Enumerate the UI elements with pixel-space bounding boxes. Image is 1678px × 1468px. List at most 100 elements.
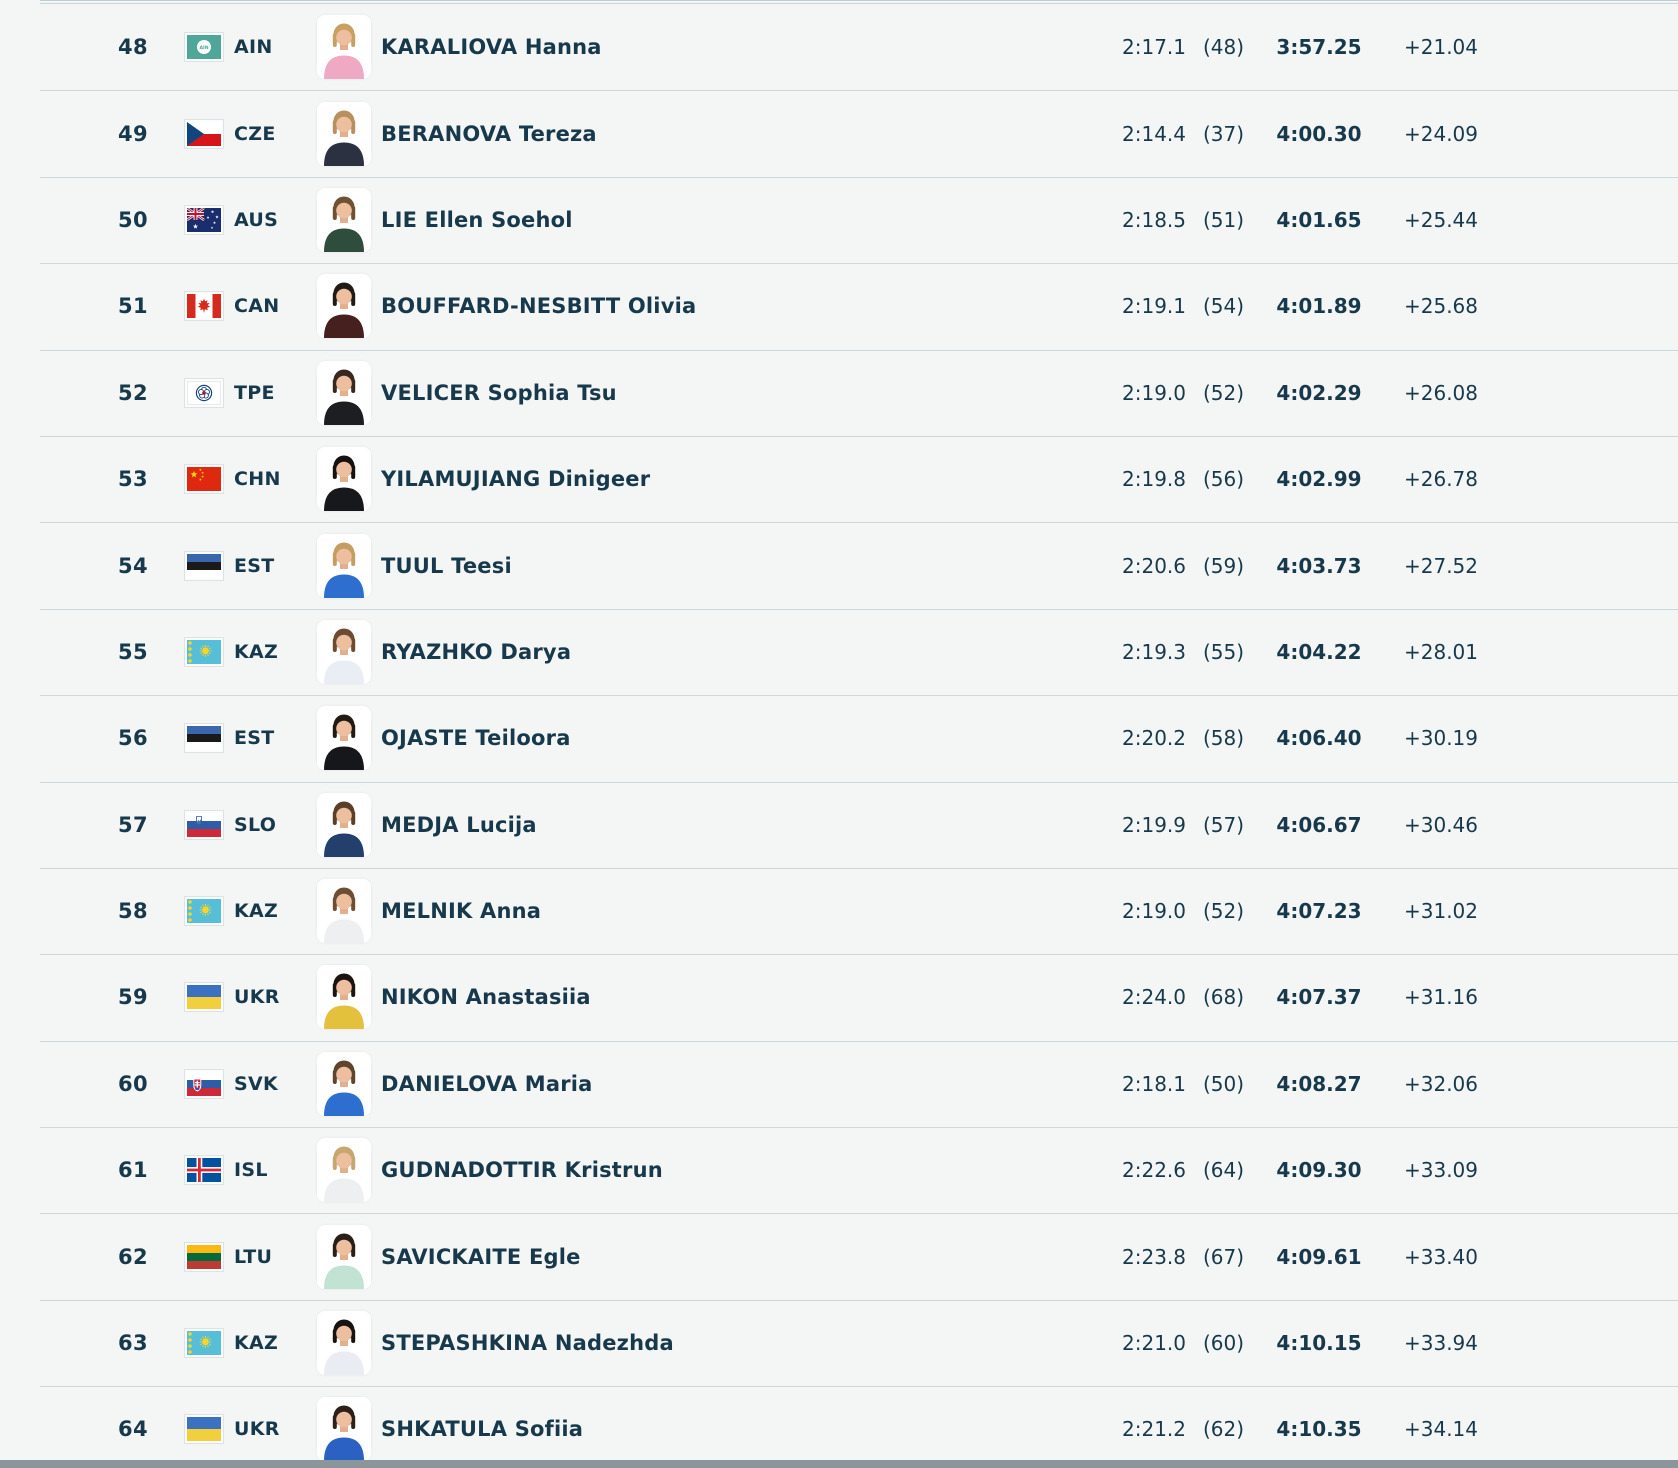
result-row[interactable]: 55 KAZ RYAZHKO Darya 2:19.3 (55) 4:04.22… — [0, 608, 1678, 695]
country-code: KAZ — [234, 640, 279, 663]
athlete-name: RYAZHKO Darya — [381, 639, 572, 664]
rank: 50 — [117, 207, 148, 232]
rank: 63 — [117, 1331, 148, 1356]
time-diff: +28.01 — [1403, 639, 1478, 664]
country-code: UKR — [234, 1418, 280, 1441]
athlete-name: OJASTE Teiloora — [381, 726, 571, 751]
table-top-border — [40, 0, 1678, 4]
intermediate-rank: (67) — [1202, 1244, 1244, 1269]
rank: 54 — [117, 553, 148, 578]
result-row[interactable]: 56 EST OJASTE Teiloora 2:20.2 (58) 4:06.… — [0, 695, 1678, 781]
athlete-photo — [317, 1224, 371, 1289]
intermediate-rank: (37) — [1202, 121, 1244, 146]
rank: 48 — [117, 35, 148, 60]
time-diff: +33.94 — [1403, 1331, 1478, 1356]
athlete-name: DANIELOVA Maria — [381, 1071, 593, 1096]
result-row[interactable]: 58 KAZ MELNIK Anna 2:19.0 (52) 4:07.23 +… — [0, 867, 1678, 954]
country-flag-icon — [187, 553, 221, 578]
result-row[interactable]: 64 UKR SHKATULA Sofiia 2:21.2 (62) 4:10.… — [0, 1386, 1678, 1468]
athlete-photo — [317, 706, 371, 771]
horizontal-scrollbar[interactable] — [0, 1460, 1678, 1468]
intermediate-time: 2:21.0 — [1122, 1331, 1186, 1356]
rank: 55 — [117, 639, 148, 664]
time-diff: +33.09 — [1403, 1158, 1478, 1183]
athlete-photo — [317, 792, 371, 857]
time-diff: +33.40 — [1403, 1244, 1478, 1269]
athlete-photo — [317, 1397, 371, 1462]
time-diff: +32.06 — [1403, 1071, 1478, 1096]
intermediate-rank: (57) — [1202, 812, 1244, 837]
intermediate-time: 2:19.3 — [1122, 639, 1186, 664]
finish-time: 4:09.61 — [1276, 1244, 1362, 1269]
athlete-name: SHKATULA Sofiia — [381, 1417, 584, 1442]
finish-time: 4:07.23 — [1276, 899, 1362, 924]
time-diff: +30.19 — [1403, 726, 1478, 751]
result-row[interactable]: 48 AIN AIN KARALIOVA Hanna 2:17.1 (48) 3… — [0, 4, 1678, 90]
athlete-name: MEDJA Lucija — [381, 812, 537, 837]
athlete-photo — [317, 619, 371, 684]
intermediate-rank: (52) — [1202, 380, 1244, 405]
country-flag-icon — [187, 639, 221, 664]
rank: 57 — [117, 812, 148, 837]
intermediate-time: 2:20.2 — [1122, 726, 1186, 751]
country-flag-icon — [187, 1158, 221, 1183]
intermediate-rank: (52) — [1202, 899, 1244, 924]
country-code: AIN — [234, 36, 273, 59]
intermediate-time: 2:21.2 — [1122, 1417, 1186, 1442]
intermediate-time: 2:24.0 — [1122, 985, 1186, 1010]
rank: 49 — [117, 121, 148, 146]
finish-time: 4:10.35 — [1276, 1417, 1362, 1442]
result-row[interactable]: 54 EST TUUL Teesi 2:20.6 (59) 4:03.73 +2… — [0, 522, 1678, 608]
finish-time: 4:00.30 — [1276, 121, 1362, 146]
intermediate-time: 2:18.5 — [1122, 207, 1186, 232]
finish-time: 4:06.67 — [1276, 812, 1362, 837]
country-flag-icon: AIN — [187, 35, 221, 60]
country-code: KAZ — [234, 900, 279, 923]
intermediate-rank: (48) — [1202, 35, 1244, 60]
athlete-photo — [317, 1051, 371, 1116]
result-row[interactable]: 50 AUS LIE Ellen Soehol 2:18.5 (51) 4:01… — [0, 176, 1678, 263]
result-row[interactable]: 63 KAZ STEPASHKINA Nadezhda 2:21.0 (60) … — [0, 1299, 1678, 1386]
athlete-photo — [317, 187, 371, 252]
intermediate-rank: (50) — [1202, 1071, 1244, 1096]
result-row[interactable]: 60 SVK DANIELOVA Maria 2:18.1 (50) 4:08.… — [0, 1040, 1678, 1127]
athlete-name: BOUFFARD-NESBITT Olivia — [381, 294, 697, 319]
athlete-photo — [317, 274, 371, 339]
country-code: CAN — [234, 295, 280, 318]
country-flag-icon — [187, 899, 221, 924]
result-row[interactable]: 49 CZE BERANOVA Tereza 2:14.4 (37) 4:00.… — [0, 90, 1678, 176]
result-row[interactable]: 57 SLO MEDJA Lucija 2:19.9 (57) 4:06.67 … — [0, 781, 1678, 868]
intermediate-rank: (51) — [1202, 207, 1244, 232]
result-row[interactable]: 62 LTU SAVICKAITE Egle 2:23.8 (67) 4:09.… — [0, 1213, 1678, 1299]
finish-time: 4:04.22 — [1276, 639, 1362, 664]
time-diff: +31.16 — [1403, 985, 1478, 1010]
time-diff: +27.52 — [1403, 553, 1478, 578]
athlete-name: MELNIK Anna — [381, 899, 542, 924]
result-row[interactable]: 51 CAN BOUFFARD-NESBITT Olivia 2:19.1 (5… — [0, 263, 1678, 349]
rank: 56 — [117, 726, 148, 751]
athlete-photo — [317, 15, 371, 80]
result-row[interactable]: 61 ISL GUDNADOTTIR Kristrun 2:22.6 (64) … — [0, 1127, 1678, 1213]
country-flag-icon — [187, 1244, 221, 1269]
result-row[interactable]: 59 UKR NIKON Anastasiia 2:24.0 (68) 4:07… — [0, 954, 1678, 1040]
athlete-photo — [317, 447, 371, 512]
rank: 60 — [117, 1071, 148, 1096]
country-code: UKR — [234, 986, 280, 1009]
intermediate-time: 2:19.0 — [1122, 380, 1186, 405]
rank: 58 — [117, 899, 148, 924]
country-code: CZE — [234, 122, 276, 145]
finish-time: 4:01.65 — [1276, 207, 1362, 232]
country-flag-icon — [187, 1331, 221, 1356]
rank: 53 — [117, 467, 148, 492]
time-diff: +24.09 — [1403, 121, 1478, 146]
result-row[interactable]: 52 TPE VELICER Sophia Tsu 2:19.0 (52) 4:… — [0, 349, 1678, 436]
intermediate-time: 2:18.1 — [1122, 1071, 1186, 1096]
country-flag-icon — [187, 207, 221, 232]
country-code: TPE — [234, 381, 275, 404]
finish-time: 4:10.15 — [1276, 1331, 1362, 1356]
result-row[interactable]: 53 CHN YILAMUJIANG Dinigeer 2:19.8 (56) … — [0, 435, 1678, 522]
results-rows: 48 AIN AIN KARALIOVA Hanna 2:17.1 (48) 3… — [0, 4, 1678, 1468]
athlete-name: VELICER Sophia Tsu — [381, 380, 617, 405]
country-flag-icon — [187, 467, 221, 492]
country-code: ISL — [234, 1159, 268, 1182]
